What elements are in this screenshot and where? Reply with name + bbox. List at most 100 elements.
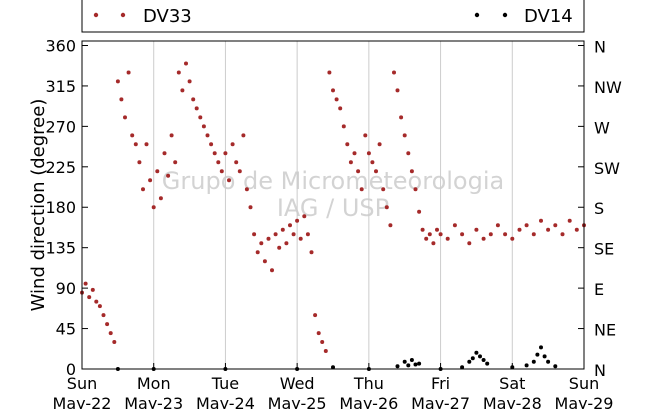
legend-marker-dv33: [93, 12, 99, 18]
data-point: [370, 160, 375, 165]
data-point: [115, 79, 120, 84]
data-point: [94, 299, 99, 304]
x-tick-label: Sun: [569, 374, 599, 393]
y2-tick-label: SE: [594, 240, 614, 259]
data-point: [205, 133, 210, 138]
data-point: [409, 358, 414, 362]
data-point: [130, 133, 135, 138]
data-point: [309, 250, 314, 255]
x-tick-date: May-24: [196, 394, 255, 409]
data-point: [241, 133, 246, 138]
legend-marker-dv14: [474, 12, 480, 18]
data-point: [141, 187, 145, 192]
data-point: [345, 142, 350, 147]
data-point: [374, 169, 378, 174]
data-point: [366, 151, 371, 156]
watermark-line-1: Grupo de Micrometeorologia: [162, 167, 504, 195]
x-tick-date: May-23: [124, 394, 183, 409]
x-tick-label: Tue: [211, 374, 239, 393]
data-point: [262, 259, 267, 264]
watermark: Grupo de Micrometeorologia IAG / USP: [162, 167, 504, 222]
x-tick-date: May-29: [555, 394, 614, 409]
data-point: [223, 151, 228, 156]
watermark-line-2: IAG / USP: [277, 194, 389, 222]
data-point: [510, 236, 515, 241]
legend-label-dv33: DV33: [143, 6, 192, 27]
data-point: [352, 151, 357, 156]
data-point: [108, 331, 113, 336]
data-point: [553, 364, 558, 369]
data-point: [219, 169, 224, 174]
legend-box: [81, 0, 585, 33]
x-tick-date: May-25: [268, 394, 327, 409]
data-point: [467, 241, 472, 246]
legend: DV33 DV14: [81, 0, 585, 33]
x-tick-date: May-27: [411, 394, 470, 409]
data-point: [395, 88, 400, 93]
data-point: [395, 364, 400, 369]
data-point: [112, 340, 117, 344]
data-point: [478, 354, 482, 359]
data-point: [488, 232, 493, 237]
y-axis-left: 0 45 90 135 180 225 270 315 360: [45, 36, 88, 379]
data-point: [187, 79, 192, 84]
data-point: [467, 359, 472, 364]
data-point: [481, 236, 486, 241]
data-point: [460, 365, 465, 370]
data-point: [539, 345, 543, 350]
data-point: [503, 232, 508, 237]
data-point: [280, 227, 285, 232]
data-point: [363, 133, 368, 138]
data-point: [144, 142, 149, 147]
data-point: [338, 106, 343, 111]
data-point: [105, 322, 110, 327]
data-point: [553, 223, 558, 228]
data-point: [212, 151, 217, 156]
grid: [153, 41, 513, 369]
data-point: [438, 232, 443, 237]
x-tick-label: Wed: [280, 374, 315, 393]
y2-tick-label: S: [594, 199, 604, 218]
data-point: [277, 245, 282, 250]
data-point: [201, 124, 206, 129]
data-point: [517, 227, 522, 232]
data-point: [406, 363, 411, 368]
data-point: [359, 187, 364, 192]
data-point: [244, 187, 249, 192]
data-point: [392, 70, 396, 75]
x-tick-label: Mon: [137, 374, 171, 393]
data-point: [388, 223, 393, 228]
data-point: [546, 359, 551, 364]
data-point: [295, 218, 300, 223]
y-tick-label: 90: [56, 279, 76, 298]
data-point: [481, 358, 486, 362]
data-point: [560, 232, 565, 237]
data-point: [216, 160, 221, 165]
data-point: [327, 70, 332, 75]
data-point: [248, 205, 253, 210]
data-points: [80, 61, 586, 371]
data-point: [173, 160, 178, 165]
data-point: [413, 362, 418, 367]
data-point: [191, 97, 196, 102]
data-point: [288, 223, 292, 228]
legend-label-dv14: DV14: [524, 6, 573, 27]
x-tick-label: Thu: [353, 374, 384, 393]
data-point: [377, 142, 382, 147]
data-point: [133, 142, 138, 147]
y2-tick-label: NW: [594, 78, 622, 97]
data-point: [384, 205, 389, 210]
y2-tick-label: N: [594, 37, 606, 56]
data-point: [474, 350, 479, 355]
series-dv33: [80, 61, 586, 353]
data-point: [531, 359, 536, 364]
data-point: [402, 359, 407, 364]
data-point: [381, 187, 386, 192]
data-point: [87, 295, 92, 300]
data-point: [399, 115, 404, 120]
data-point: [273, 232, 278, 237]
data-point: [402, 133, 407, 138]
x-tick-date: May-22: [53, 394, 112, 409]
data-point: [427, 232, 432, 237]
